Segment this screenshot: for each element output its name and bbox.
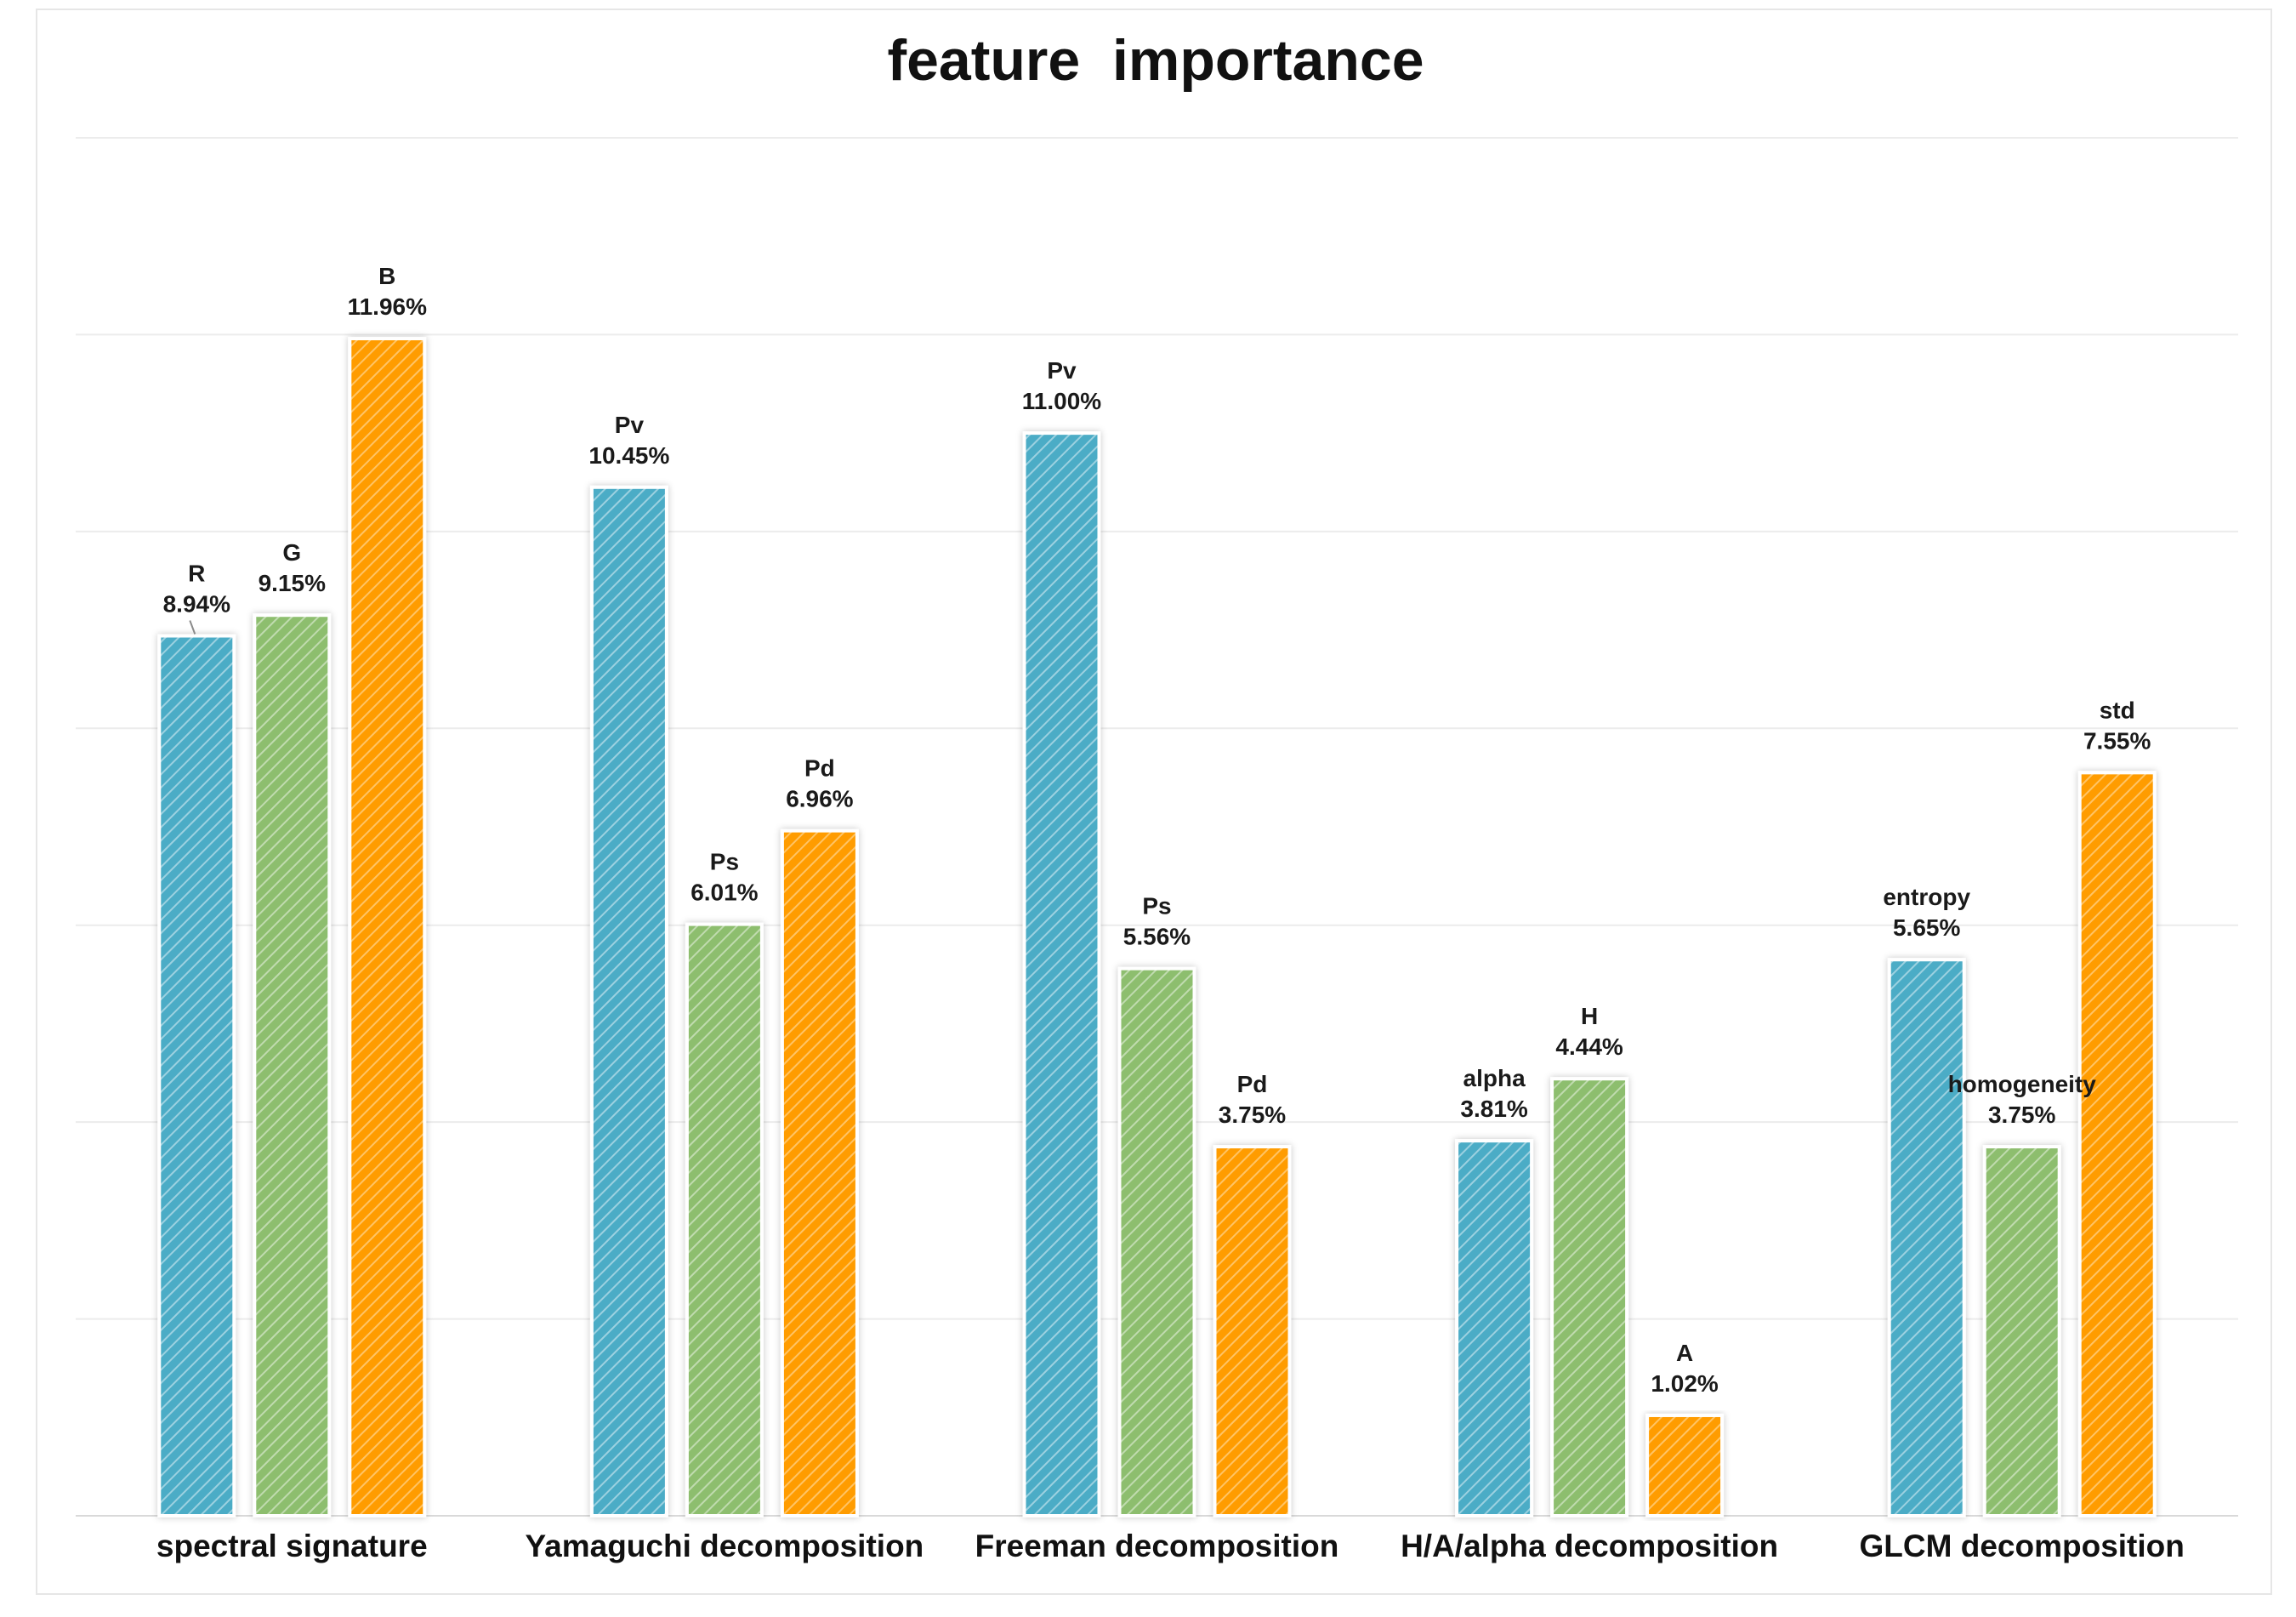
bar-pv [589, 485, 668, 1517]
category-labels: spectral signature Yamaguchi decompositio… [156, 1529, 2185, 1563]
bar-std [2077, 771, 2157, 1517]
category-label: Freeman decomposition [975, 1529, 1339, 1563]
bar-value-label: 4.44% [1555, 1033, 1623, 1060]
bar-pd [780, 828, 859, 1517]
bar-name-label: A [1676, 1340, 1693, 1366]
bar-pv [1022, 431, 1101, 1518]
bar-name-label: H [1581, 1003, 1598, 1029]
bar-value-label: 5.56% [1123, 924, 1191, 950]
bar-value-label: 8.94% [163, 591, 230, 618]
bar-name-label: Pv [615, 412, 645, 438]
bar-name-label: alpha [1463, 1065, 1526, 1091]
chart-frame: feature importance R 8.94% G 9.15% B 11.96% Pv… [36, 9, 2272, 1595]
bar-g [253, 613, 332, 1518]
bar-entropy [1887, 958, 1966, 1517]
bar-value-label: 1.02% [1651, 1370, 1718, 1397]
bar-ps [685, 922, 764, 1517]
bar-name-label: G [282, 539, 301, 566]
data-labels: R 8.94% G 9.15% B 11.96% Pv 10.45% Ps 6.01% Pd 6.96… [163, 263, 2151, 1397]
bar-name-label: Pd [804, 755, 835, 782]
bar-name-label: Pd [1237, 1071, 1268, 1097]
category-label: spectral signature [156, 1529, 428, 1563]
bar-value-label: 11.96% [348, 293, 428, 320]
bar-homogeneity [1982, 1145, 2061, 1517]
bar-value-label: 10.45% [588, 442, 669, 469]
bar-name-label: Pv [1047, 357, 1077, 384]
bar-name-label: B [378, 263, 395, 289]
bar-name-label: homogeneity [1948, 1071, 2097, 1097]
leader-line [189, 620, 196, 635]
bar-value-label: 3.75% [1988, 1102, 2055, 1128]
bar-ps [1117, 966, 1196, 1517]
bar-chart: feature importance R 8.94% G 9.15% B 11.96% Pv… [76, 28, 2238, 1563]
bar-value-label: 9.15% [259, 570, 326, 596]
bar-name-label: entropy [1883, 884, 1970, 910]
category-label: H/A/alpha decomposition [1401, 1529, 1778, 1563]
bar-name-label: std [2100, 697, 2135, 723]
bar-r [157, 634, 236, 1517]
bar-name-label: R [188, 561, 205, 587]
bar-h [1550, 1077, 1629, 1517]
gridlines [76, 137, 2238, 1517]
bar-alpha [1455, 1139, 1534, 1517]
bar-value-label: 3.81% [1460, 1096, 1527, 1122]
bar-value-label: 7.55% [2083, 727, 2151, 754]
bar-name-label: Ps [710, 849, 739, 875]
bar-b [348, 337, 427, 1517]
bars [157, 337, 2157, 1518]
category-label: Yamaguchi decomposition [526, 1529, 924, 1563]
bar-value-label: 6.96% [786, 786, 853, 812]
category-label: GLCM decomposition [1860, 1529, 2185, 1563]
bar-pd [1213, 1145, 1292, 1517]
bar-name-label: Ps [1142, 893, 1171, 920]
bar-value-label: 5.65% [1893, 914, 1960, 941]
bar-a [1645, 1413, 1725, 1518]
chart-title: feature importance [887, 28, 1424, 93]
bar-value-label: 6.01% [691, 880, 758, 906]
bar-value-label: 3.75% [1219, 1102, 1286, 1128]
bar-value-label: 11.00% [1022, 388, 1102, 414]
